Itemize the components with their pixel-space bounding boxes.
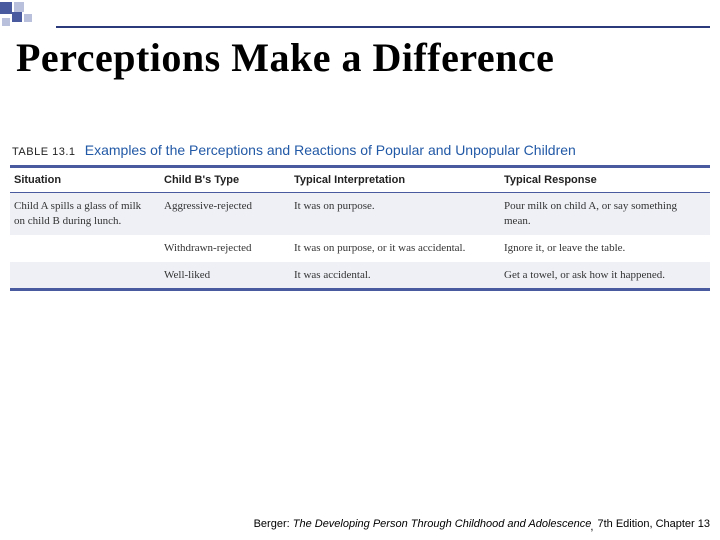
deco-square <box>2 18 10 26</box>
table-row: Withdrawn-rejectedIt was on purpose, or … <box>10 235 710 262</box>
table-cell: It was on purpose, or it was accidental. <box>290 235 500 262</box>
col-header-type: Child B's Type <box>160 168 290 193</box>
table-title: Examples of the Perceptions and Reaction… <box>85 142 576 158</box>
top-horizontal-rule <box>56 26 710 28</box>
table-caption: TABLE 13.1 Examples of the Perceptions a… <box>10 140 710 165</box>
footer-book-title: The Developing Person Through Childhood … <box>293 518 592 530</box>
table-cell: Well-liked <box>160 262 290 289</box>
table-cell <box>10 262 160 289</box>
table-cell: Get a towel, or ask how it happened. <box>500 262 710 289</box>
col-header-interpretation: Typical Interpretation <box>290 168 500 193</box>
deco-square <box>12 12 22 22</box>
perceptions-table: Situation Child B's Type Typical Interpr… <box>10 168 710 288</box>
table-row: Child A spills a glass of milk on child … <box>10 193 710 235</box>
col-header-response: Typical Response <box>500 168 710 193</box>
table-cell: Ignore it, or leave the table. <box>500 235 710 262</box>
slide-footer: Berger: The Developing Person Through Ch… <box>16 518 710 530</box>
table-cell: Pour milk on child A, or say something m… <box>500 193 710 235</box>
table-cell: Aggressive-rejected <box>160 193 290 235</box>
deco-square <box>14 2 24 12</box>
table-row: Well-likedIt was accidental.Get a towel,… <box>10 262 710 289</box>
table-cell <box>10 235 160 262</box>
table-body: Child A spills a glass of milk on child … <box>10 193 710 289</box>
deco-square <box>24 14 32 22</box>
footer-edition: 7th Edition, Chapter 13 <box>594 518 710 530</box>
table-label: TABLE 13.1 <box>12 146 76 158</box>
table-cell: Child A spills a glass of milk on child … <box>10 193 160 235</box>
slide-title: Perceptions Make a Difference <box>16 34 704 81</box>
table-cell: Withdrawn-rejected <box>160 235 290 262</box>
deco-square <box>0 2 12 14</box>
table-cell: It was accidental. <box>290 262 500 289</box>
col-header-situation: Situation <box>10 168 160 193</box>
footer-author: Berger: <box>254 518 293 530</box>
table-header-row: Situation Child B's Type Typical Interpr… <box>10 168 710 193</box>
table-figure: TABLE 13.1 Examples of the Perceptions a… <box>10 140 710 291</box>
table-cell: It was on purpose. <box>290 193 500 235</box>
corner-squares-decoration <box>0 0 56 28</box>
table-bottom-rule <box>10 288 710 291</box>
